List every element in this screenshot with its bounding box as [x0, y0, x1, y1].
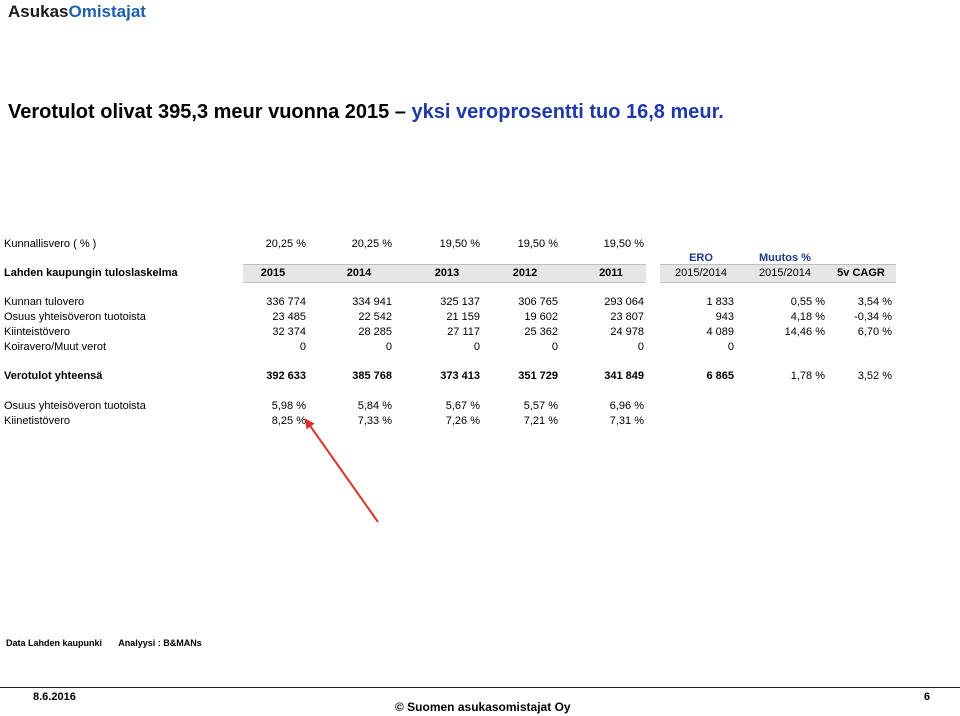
table-cell: 28 285 [358, 326, 392, 338]
analysis-label: Analyysi : B&MANs [118, 638, 202, 648]
row-label: Kiinteistövero [4, 326, 71, 338]
col-header-2011: 2011 [599, 267, 623, 279]
col-header-2014: 2014 [346, 267, 372, 279]
total-cell: 385 768 [352, 370, 392, 382]
row-label: Osuus yhteisöveron tuotoista [4, 311, 146, 323]
table-cell: 0 [299, 341, 306, 353]
logo-text-part1: Asukas [8, 2, 69, 21]
title-part2: yksi veroprosentti tuo 16,8 meur. [411, 101, 724, 123]
table-cell: 23 485 [272, 311, 306, 323]
tax-rate-label: Kunnallisvero ( % ) [4, 238, 97, 250]
table-cell: 334 941 [352, 296, 392, 308]
total-cell: 373 413 [440, 370, 480, 382]
ero-header-line1: ERO [689, 252, 713, 264]
ero-cell: 4 089 [706, 326, 734, 338]
table-cell: 21 159 [446, 311, 480, 323]
total-ero-cell: 6 865 [706, 370, 734, 382]
table-cell: 293 064 [604, 296, 644, 308]
table-cell: 0 [551, 341, 558, 353]
logo-text-part2: Omistajat [68, 2, 146, 21]
total-cell: 341 849 [604, 370, 644, 382]
table-title: Lahden kaupungin tuloslaskelma [4, 267, 178, 279]
total-row-label: Verotulot yhteensä [4, 370, 103, 382]
col-header-2013: 2013 [434, 267, 460, 279]
share-cell: 7,31 % [609, 415, 644, 427]
ero-cell: 943 [715, 311, 734, 323]
share-cell: 5,57 % [523, 400, 558, 412]
footer-sources: Data Lahden kaupunki Analyysi : B&MANs [6, 638, 216, 648]
share-cell: 6,96 % [609, 400, 644, 412]
total-cell: 392 633 [266, 370, 306, 382]
brand-logo: AsukasOmistajat [8, 2, 146, 22]
footer-copyright: © Suomen asukasomistajat Oy [395, 700, 571, 714]
ero-header-line2: 2015/2014 [675, 267, 727, 279]
share-row-label: Kiinetistövero [4, 415, 71, 427]
footer-date: 8.6.2016 [33, 691, 76, 703]
muutos-cell: 0,55 % [790, 296, 825, 308]
table-cell: 0 [385, 341, 392, 353]
table-cell: 32 374 [272, 326, 306, 338]
table-cell: 325 137 [440, 296, 480, 308]
cagr-header: 5v CAGR [837, 267, 885, 279]
change-header-band [660, 264, 896, 283]
share-row-label: Osuus yhteisöveron tuotoista [4, 400, 146, 412]
table-cell: 23 807 [610, 311, 644, 323]
total-cagr-cell: 3,52 % [857, 370, 892, 382]
data-source-label: Data Lahden kaupunki [6, 638, 103, 648]
table-cell: 306 765 [518, 296, 558, 308]
year-header-band [243, 264, 646, 283]
tax-rate-2015: 20,25 % [265, 238, 306, 250]
slide-title: Verotulot olivat 395,3 meur vuonna 2015 … [8, 101, 724, 124]
muutos-cell: 14,46 % [784, 326, 825, 338]
col-header-2012: 2012 [512, 267, 538, 279]
share-cell: 5,84 % [357, 400, 392, 412]
tax-rate-2013: 19,50 % [439, 238, 480, 250]
arrow-line [304, 418, 379, 523]
muutos-header-line2: 2015/2014 [759, 267, 811, 279]
table-cell: 22 542 [358, 311, 392, 323]
share-cell: 8,25 % [271, 415, 306, 427]
cagr-cell: -0,34 % [854, 311, 892, 323]
tax-rate-2014: 20,25 % [351, 238, 392, 250]
share-cell: 7,21 % [523, 415, 558, 427]
col-header-2015: 2015 [260, 267, 286, 279]
total-cell: 351 729 [518, 370, 558, 382]
share-cell: 7,26 % [445, 415, 480, 427]
muutos-cell: 4,18 % [790, 311, 825, 323]
page-number: 6 [923, 691, 930, 703]
title-part1: Verotulot olivat 395,3 meur vuonna 2015 … [8, 101, 412, 123]
ero-cell: 1 833 [706, 296, 734, 308]
row-label: Koiravero/Muut verot [4, 341, 107, 353]
table-cell: 27 117 [447, 326, 480, 338]
table-cell: 25 362 [524, 326, 558, 338]
cagr-cell: 3,54 % [857, 296, 892, 308]
table-cell: 0 [637, 341, 644, 353]
total-muutos-cell: 1,78 % [790, 370, 825, 382]
share-cell: 5,98 % [271, 400, 306, 412]
row-label: Kunnan tulovero [4, 296, 85, 308]
cagr-cell: 6,70 % [857, 326, 892, 338]
muutos-header-line1: Muutos % [759, 252, 811, 264]
table-cell: 24 978 [610, 326, 644, 338]
table-cell: 0 [473, 341, 480, 353]
share-cell: 7,33 % [357, 415, 392, 427]
tax-rate-2011: 19,50 % [603, 238, 644, 250]
ero-cell: 0 [727, 341, 734, 353]
table-cell: 19 602 [524, 311, 558, 323]
share-cell: 5,67 % [445, 400, 480, 412]
tax-rate-2012: 19,50 % [517, 238, 558, 250]
table-cell: 336 774 [266, 296, 306, 308]
footer-divider [0, 687, 960, 688]
